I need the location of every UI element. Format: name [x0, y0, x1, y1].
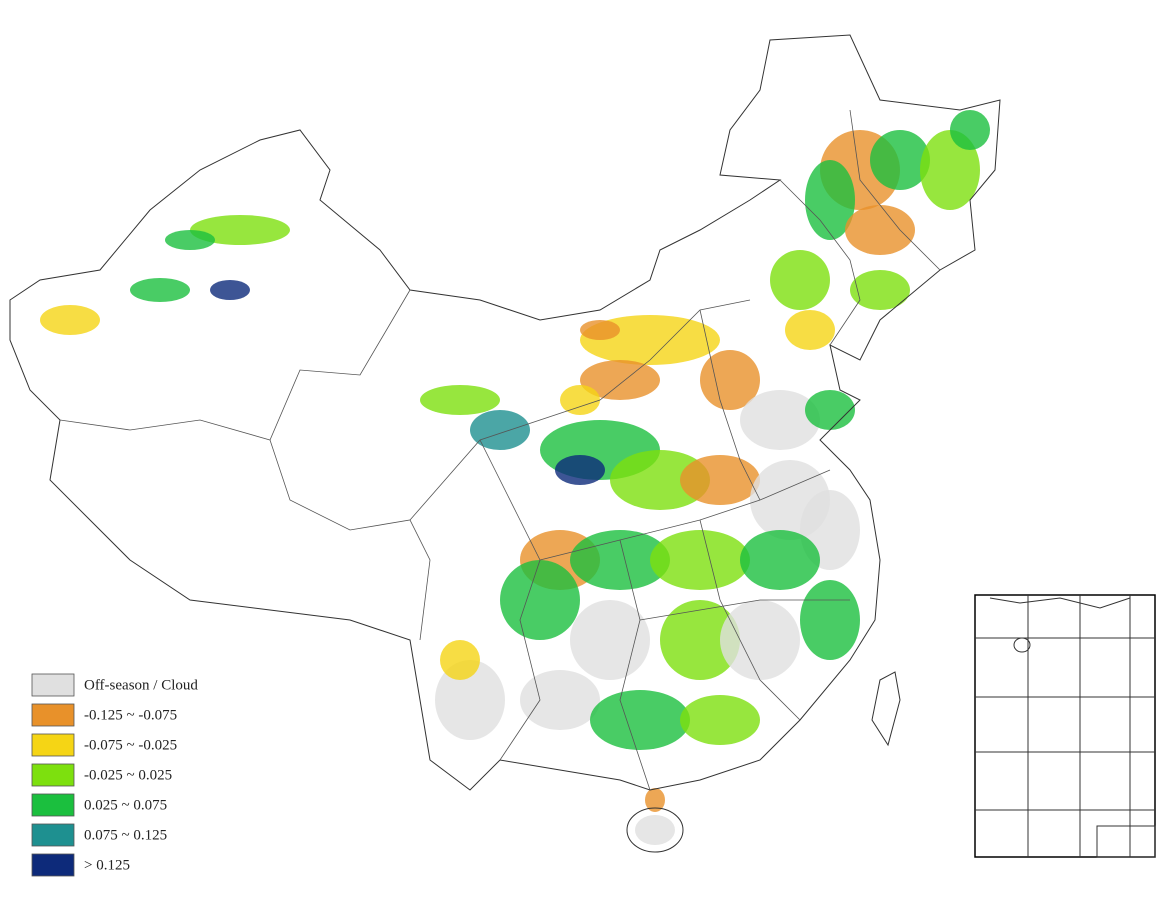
pixel-region — [850, 270, 910, 310]
legend-label: -0.075 ~ -0.025 — [84, 737, 177, 753]
province-border — [699, 309, 761, 501]
pixel-region — [470, 410, 530, 450]
taiwan-outline — [871, 671, 901, 747]
legend-label: -0.025 ~ 0.025 — [84, 767, 172, 783]
province-border — [479, 439, 541, 761]
pixel-region — [700, 350, 760, 410]
legend-swatch — [31, 853, 75, 877]
pixel-region — [785, 310, 835, 350]
pixel-region — [580, 360, 660, 400]
pixel-region — [920, 130, 980, 210]
legend-label: Off-season / Cloud — [84, 677, 198, 693]
pixel-region — [650, 530, 750, 590]
legend-label: > 0.125 — [84, 857, 130, 873]
province-borders — [59, 109, 941, 791]
legend-label: 0.075 ~ 0.125 — [84, 827, 167, 843]
province-border — [779, 179, 861, 346]
pixel-region — [570, 530, 670, 590]
pixel-region — [520, 670, 600, 730]
pixel-region — [500, 560, 580, 640]
pixel-region — [560, 385, 600, 415]
pixel-region — [440, 640, 480, 680]
pixel-region — [680, 695, 760, 745]
pixel-region — [805, 160, 855, 240]
pixel-region — [800, 580, 860, 660]
legend-swatch — [31, 673, 75, 697]
pixel-region — [805, 390, 855, 430]
inset-box — [1096, 825, 1156, 858]
pixel-region — [210, 280, 250, 300]
country-outline — [9, 34, 1001, 791]
pixel-region — [580, 320, 620, 340]
pixel-region — [680, 455, 760, 505]
province-border — [849, 109, 941, 271]
inset-island — [1013, 637, 1031, 653]
inset-map — [974, 594, 1156, 858]
inset-frame — [974, 594, 1156, 858]
province-border — [639, 599, 850, 621]
pixel-region — [740, 530, 820, 590]
legend: Off-season / Cloud -0.125 ~ -0.075 -0.075 … — [31, 673, 198, 877]
pixel-region — [165, 230, 215, 250]
pixel-region — [40, 305, 100, 335]
legend-swatch — [31, 763, 75, 787]
pixel-region — [660, 600, 740, 680]
pixel-region — [870, 130, 930, 190]
hainan-outline — [626, 807, 684, 853]
pixel-region — [590, 690, 690, 750]
pixel-region — [555, 455, 605, 485]
legend-swatch — [31, 823, 75, 847]
legend-swatch — [31, 733, 75, 757]
province-border — [269, 439, 431, 641]
pixel-region — [950, 110, 990, 150]
pixel-region — [845, 205, 915, 255]
map-pixels — [40, 110, 990, 845]
pixel-region — [645, 788, 665, 812]
pixel-region — [720, 600, 800, 680]
province-border — [699, 519, 801, 721]
legend-swatch — [31, 793, 75, 817]
legend-label: 0.025 ~ 0.075 — [84, 797, 167, 813]
pixel-region — [740, 390, 820, 450]
pixel-region — [420, 385, 500, 415]
legend-swatch — [31, 703, 75, 727]
province-border — [619, 539, 651, 791]
legend-label: -0.125 ~ -0.075 — [84, 707, 177, 723]
pixel-region — [130, 278, 190, 302]
inset-coast — [989, 597, 1131, 609]
pixel-region — [635, 815, 675, 845]
pixel-region — [610, 450, 710, 510]
pixel-region — [435, 660, 505, 740]
pixel-region — [190, 215, 290, 245]
pixel-region — [770, 250, 830, 310]
